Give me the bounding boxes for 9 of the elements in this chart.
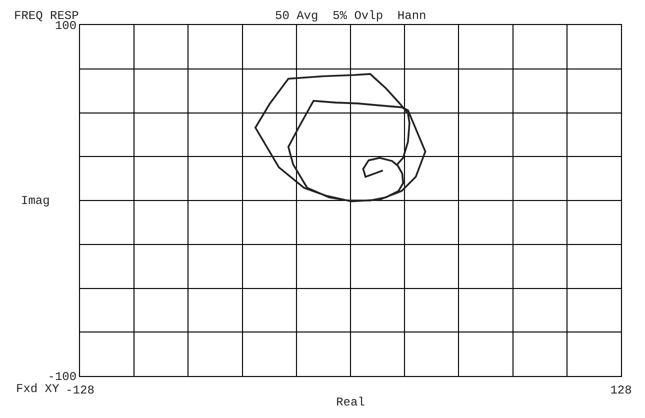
y-axis-title: Imag — [21, 194, 50, 208]
line-series — [254, 73, 426, 202]
x-axis-title: Real — [336, 395, 365, 410]
x-tick-label: 128 — [610, 383, 632, 398]
y-tick-label: -100 — [48, 370, 77, 384]
chart-subtitle: 50 Avg 5% Ovlp Hann — [275, 9, 426, 23]
text: Fxd XY — [16, 382, 60, 396]
x-tick-label: -128 — [66, 383, 94, 398]
y-tick-label: 100 — [54, 19, 77, 34]
